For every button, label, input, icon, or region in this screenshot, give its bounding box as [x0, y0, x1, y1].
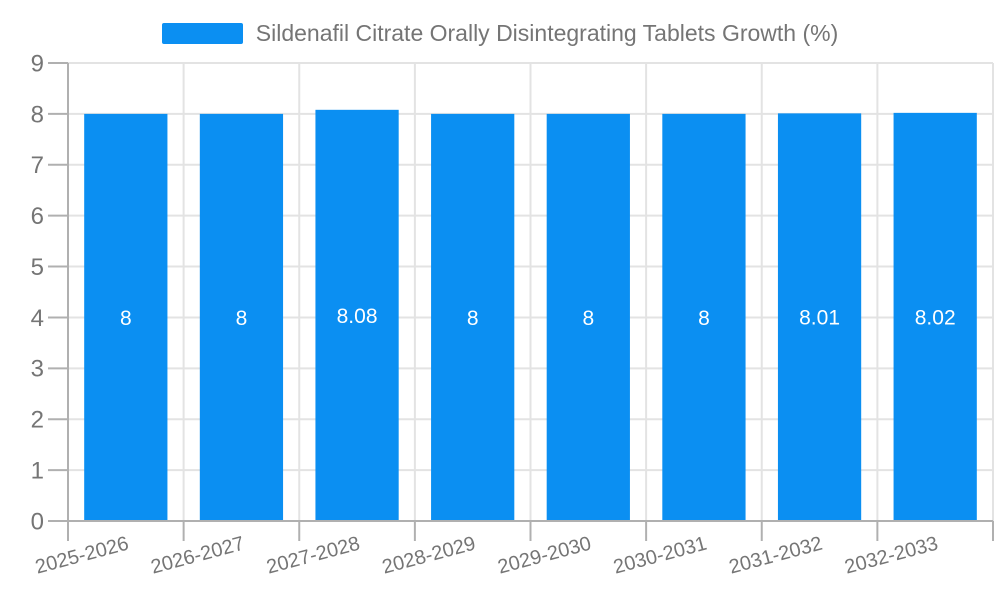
- y-tick-label: 8: [31, 101, 44, 128]
- x-tick-label: 2025-2026: [33, 533, 131, 579]
- bar: [315, 109, 399, 521]
- x-tick-label: 2032-2033: [842, 533, 940, 579]
- x-tick-label: 2028-2029: [380, 533, 478, 579]
- bar: [84, 113, 168, 521]
- y-tick-label: 4: [31, 305, 44, 332]
- bar-value-label: 8: [467, 307, 479, 330]
- legend-label: Sildenafil Citrate Orally Disintegrating…: [255, 20, 839, 46]
- bar: [431, 113, 515, 521]
- y-tick-label: 7: [31, 152, 44, 179]
- y-tick-label: 9: [31, 50, 44, 77]
- legend-swatch: [161, 23, 243, 44]
- x-tick-label: 2031-2032: [727, 533, 825, 579]
- legend-item[interactable]: Sildenafil Citrate Orally Disintegrating…: [0, 20, 1000, 47]
- bar-value-label: 8: [120, 307, 132, 330]
- bar-value-label: 8.08: [337, 305, 378, 328]
- bar-value-label: 8: [236, 307, 248, 330]
- bar: [199, 113, 284, 521]
- bar-value-label: 8: [582, 307, 594, 330]
- bar: [662, 113, 746, 521]
- x-tick-label: 2030-2031: [611, 533, 709, 579]
- y-tick-label: 0: [31, 508, 44, 535]
- y-tick-label: 2: [31, 407, 44, 434]
- bar-value-label: 8.01: [799, 307, 840, 330]
- y-tick-label: 6: [31, 203, 44, 230]
- x-tick-label: 2029-2030: [496, 533, 594, 579]
- bar-value-label: 8: [698, 307, 710, 330]
- y-tick-label: 1: [31, 458, 44, 485]
- bar: [546, 113, 630, 521]
- y-tick-label: 5: [31, 254, 44, 281]
- bar: [893, 112, 977, 522]
- bar: [777, 113, 862, 521]
- bar-value-label: 8.02: [915, 306, 956, 329]
- x-tick-label: 2026-2027: [149, 533, 247, 579]
- x-tick-label: 2027-2028: [264, 533, 362, 579]
- y-tick-label: 3: [31, 356, 44, 383]
